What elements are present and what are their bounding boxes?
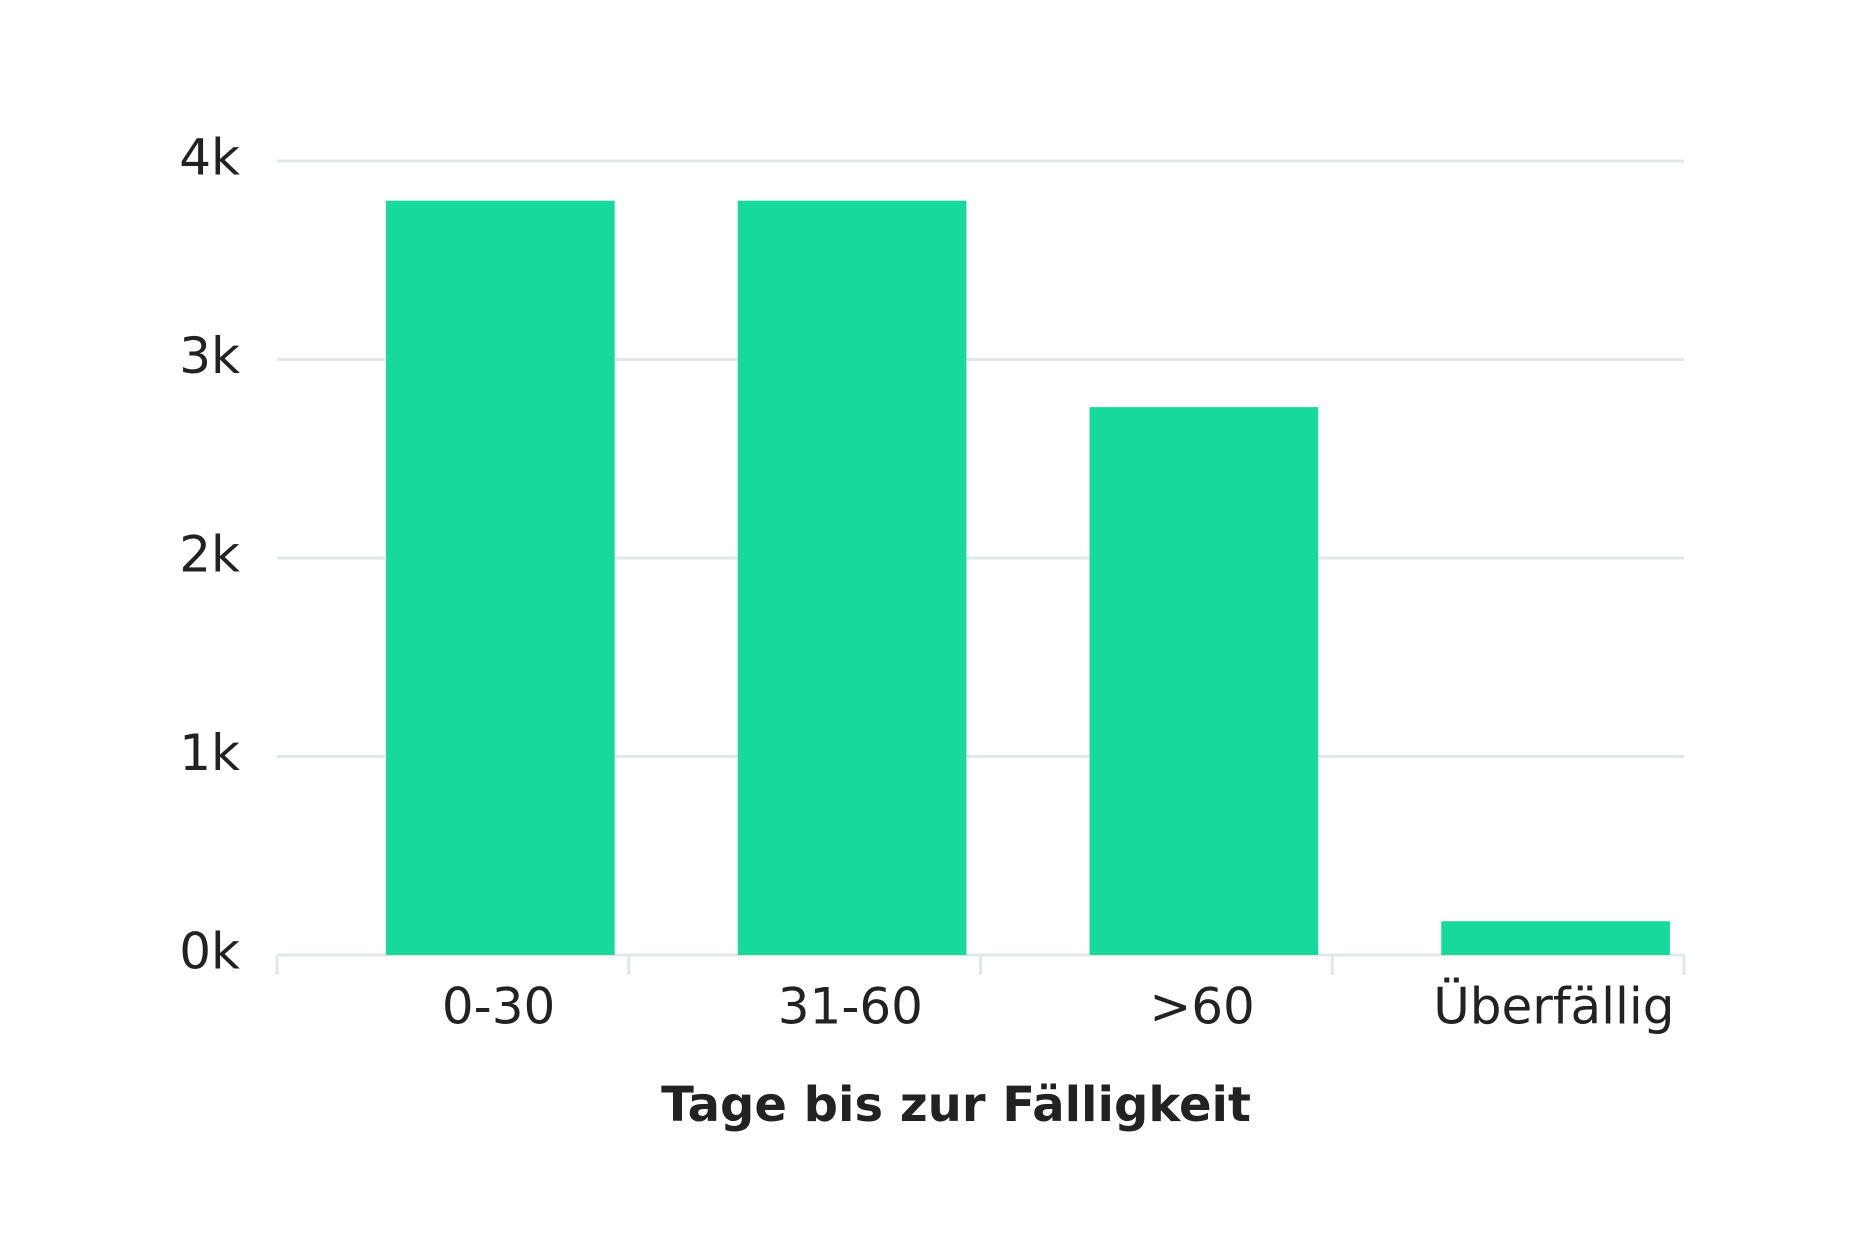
bar (1441, 921, 1670, 955)
bar (1089, 407, 1319, 955)
x-tick-label: >60 (1149, 978, 1255, 1036)
y-tick-label: 2k (179, 526, 240, 584)
x-axis-title: Tage bis zur Fälligkeit (661, 1077, 1251, 1133)
x-tick-label: 31-60 (778, 978, 923, 1036)
bar (386, 200, 615, 955)
y-tick-label: 1k (179, 724, 240, 782)
x-tick-label: 0-30 (442, 978, 555, 1036)
bar (737, 200, 967, 955)
y-tick-label: 4k (179, 129, 240, 187)
y-tick-label: 0k (179, 923, 240, 981)
y-tick-label: 3k (179, 327, 240, 385)
x-tick-label: Überfällig (1433, 978, 1674, 1036)
